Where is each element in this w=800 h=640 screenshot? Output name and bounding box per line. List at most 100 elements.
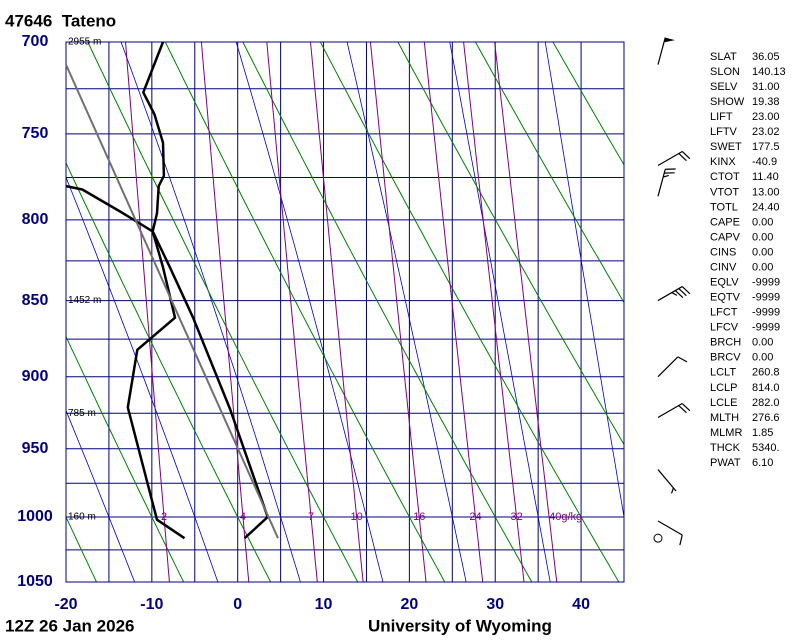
index-name: LCLE [710,397,738,409]
x-tick-label: -20 [54,596,77,613]
index-name: LIFT [710,111,733,123]
index-name: VTOT [710,186,739,198]
index-value: -9999 [752,292,780,304]
index-name: LFCV [710,322,739,334]
chart-title: 47646 Tateno [5,11,116,30]
profile-line [142,41,269,540]
barb-feather [679,534,683,546]
wind-barb [657,37,675,65]
index-value: 1.85 [752,427,773,439]
x-tick-label: 40 [572,596,590,613]
plot-frame [65,41,625,583]
mixing-ratio-label: 16 [413,511,425,523]
x-tick-label: 10 [315,596,333,613]
y-tick-label: 900 [22,368,49,385]
index-name: PWAT [710,457,741,469]
index-value: 31.00 [752,81,780,93]
index-value: 24.40 [752,201,780,213]
y-tick-label: 800 [22,211,49,228]
dry-adiabat [319,42,620,582]
index-value: 6.10 [752,457,773,469]
wind-barb [657,168,676,197]
index-name: BRCH [710,337,741,349]
barb-shaft [657,520,683,536]
moist-adiabat [0,38,51,584]
wind-barb [657,520,683,546]
moist-adiabat [346,42,467,582]
mixing-ratio-label: 32 [510,511,522,523]
height-label: 1452 m [68,295,101,306]
moist-adiabat [449,42,551,582]
index-value: 13.00 [752,186,780,198]
y-tick-label: 1000 [17,508,53,525]
y-tick-label: 750 [22,125,49,142]
index-name: LFCT [710,307,738,319]
wind-barb [657,402,691,419]
profile-line [65,64,279,539]
mixing-ratio-label: 7 [308,511,314,523]
barb-feather [678,405,687,414]
index-value: 23.02 [752,126,780,138]
y-tick-label: 1050 [17,573,53,590]
index-name: MLMR [710,427,742,439]
index-name: EQTV [710,292,741,304]
wind-barb [657,286,691,302]
index-value: 0.00 [752,337,773,349]
dry-adiabat [66,161,272,582]
calm-circle [653,533,663,543]
height-label: 2955 m [68,37,101,48]
index-value: 23.00 [752,111,780,123]
mixing-ratio-line [463,42,525,582]
barb-shaft [657,356,679,378]
index-name: SELV [710,81,738,93]
mixing-ratio-label: 10 [350,511,362,523]
index-name: TOTL [710,201,738,213]
moist-adiabat [544,42,624,520]
index-value: 0.00 [752,216,773,228]
index-value: 276.6 [752,412,780,424]
mixing-ratio-label: 2 [161,511,167,523]
wind-barb [657,469,677,494]
x-tick-label: -10 [140,596,163,613]
index-name: SWET [710,141,742,153]
source: University of Wyoming [368,616,552,635]
barb-feather [681,286,691,295]
height-label: 160 m [68,512,96,523]
dry-adiabat [87,42,359,582]
index-name: THCK [710,442,741,454]
moist-adiabat [66,176,219,582]
barb-feather [677,356,688,363]
dry-adiabat [66,515,97,582]
index-value: 0.00 [752,261,773,273]
dry-adiabat [164,42,446,582]
x-tick-label: 20 [400,596,418,613]
y-tick-label: 700 [22,33,49,50]
index-name: LCLP [710,382,738,394]
dry-adiabat [242,42,533,582]
barb-feather [671,292,678,296]
barb-feather [670,487,674,494]
index-value: 0.00 [752,231,773,243]
index-value: 36.05 [752,51,780,63]
index-value: -9999 [752,277,780,289]
index-value: 11.40 [752,171,779,183]
mixing-ratio-line [369,42,427,582]
index-value: 814.0 [752,382,780,394]
foreground: 2 4 7 10 16 24 32 40g/kg70075080085090095010001… [17,33,785,613]
barb-feather [663,174,669,178]
mixing-ratio-line [200,42,250,582]
mixing-ratio-line [125,42,170,582]
index-value: 5340. [752,442,780,454]
index-value: 260.8 [752,367,780,379]
moist-adiabat [66,409,136,582]
dry-adiabat [397,42,624,446]
barb-shaft [657,402,683,419]
profile-line [65,184,186,540]
index-name: CAPV [710,231,741,243]
dry-adiabat [474,42,624,304]
index-name: BRCV [710,352,741,364]
index-value: -9999 [752,322,780,334]
barb-feather [681,403,691,412]
y-tick-label: 850 [22,292,49,309]
